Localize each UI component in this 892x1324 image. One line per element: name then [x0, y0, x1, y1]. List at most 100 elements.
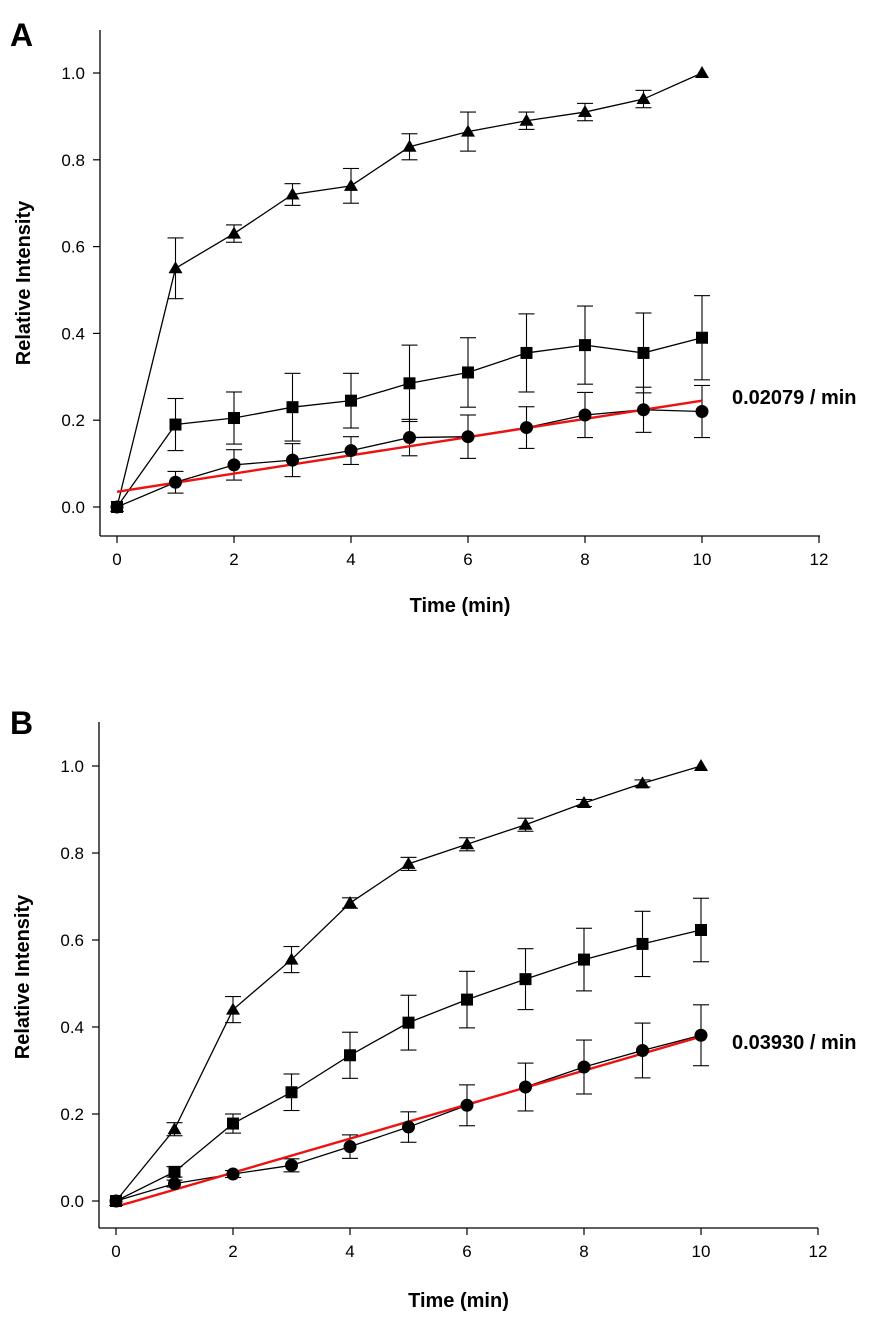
point-square: [168, 1165, 181, 1178]
point-circle: [636, 1043, 649, 1057]
x-tick-label: 4: [346, 550, 355, 569]
point-circle: [461, 430, 475, 444]
point-circle: [109, 1194, 123, 1208]
point-triangle: [285, 187, 300, 200]
point-circle: [169, 475, 182, 489]
point-square: [403, 377, 416, 390]
point-triangle: [578, 105, 592, 118]
point-circle: [344, 444, 358, 458]
point-square: [520, 346, 533, 359]
y-tick-label: 0.0: [61, 498, 85, 517]
point-square: [402, 1016, 415, 1029]
x-tick-label: 8: [579, 1242, 588, 1261]
point-triangle: [227, 226, 241, 239]
x-tick-label: 12: [809, 1242, 828, 1261]
point-circle: [637, 403, 650, 417]
point-triangle: [636, 92, 651, 105]
x-axis-title: Time (min): [410, 595, 511, 617]
x-axis-title: Time (min): [408, 1290, 509, 1312]
point-triangle: [226, 1002, 240, 1015]
panel-letter: B: [10, 705, 33, 741]
y-tick-label: 0.2: [61, 411, 85, 430]
y-tick-label: 0.8: [60, 844, 84, 863]
point-square: [579, 339, 591, 352]
rate-annotation: 0.03930 / min: [732, 1032, 857, 1054]
series-square: [115, 897, 709, 1202]
point-triangle: [343, 896, 357, 909]
y-tick-label: 0.0: [60, 1192, 84, 1211]
point-square: [344, 1049, 356, 1062]
point-square: [695, 923, 707, 936]
point-square: [578, 953, 590, 966]
point-circle: [168, 1177, 181, 1191]
point-circle: [578, 408, 592, 422]
point-square: [169, 418, 182, 431]
point-triangle: [168, 261, 183, 274]
point-triangle: [344, 178, 358, 191]
point-square: [345, 394, 357, 407]
point-circle: [403, 431, 416, 445]
point-circle: [110, 500, 124, 514]
point-circle: [519, 1080, 532, 1094]
point-circle: [577, 1060, 591, 1074]
point-triangle: [461, 124, 475, 137]
chart-a: A 0 2 4 6 8 10 12 0.0 0.2 0.4 0.6 0.8 1.0 Time (min) Re…: [10, 17, 857, 617]
point-circle: [694, 1028, 708, 1042]
point-circle: [343, 1140, 357, 1154]
point-square: [696, 331, 708, 344]
series-square: [116, 295, 710, 508]
panel-a: A 0 2 4 6 8 10 12 0.0 0.2 0.4 0.6 0.8 1.0 Time (min) Re…: [10, 17, 857, 617]
x-tick-label: 12: [810, 550, 829, 569]
y-tick-label: 0.4: [60, 1018, 84, 1037]
point-triangle: [695, 66, 709, 78]
point-square: [227, 1117, 239, 1130]
point-circle: [402, 1120, 415, 1134]
chart-b: B 0 2 4 6 8 10 12 0.0 0.2 0.4 0.6 0.8 1.0 Time (min) Re…: [10, 705, 857, 1312]
point-circle: [460, 1098, 474, 1112]
series-line: [115, 929, 702, 1202]
rate-annotation: 0.02079 / min: [732, 387, 857, 409]
point-triangle: [519, 113, 534, 126]
y-axis-title: Relative Intensity: [13, 200, 35, 365]
point-triangle: [402, 139, 417, 152]
point-circle: [285, 1158, 298, 1172]
point-triangle: [635, 776, 650, 789]
point-circle: [227, 458, 241, 472]
point-circle: [695, 405, 709, 419]
series-circle: [115, 1004, 709, 1202]
point-circle: [520, 421, 533, 435]
point-square: [637, 346, 650, 359]
y-tick-label: 0.6: [60, 931, 84, 950]
fit-line: [116, 399, 703, 493]
point-square: [285, 1086, 298, 1099]
y-axis-title: Relative Intensity: [12, 894, 34, 1059]
x-tick-label: 2: [229, 550, 238, 569]
x-tick-label: 0: [111, 1242, 120, 1261]
y-tick-label: 0.4: [61, 324, 85, 343]
x-tick-label: 10: [692, 1242, 711, 1261]
y-tick-label: 0.2: [60, 1105, 84, 1124]
point-square: [519, 973, 532, 986]
x-tick-label: 0: [112, 550, 121, 569]
x-tick-label: 6: [463, 550, 472, 569]
y-tick-label: 0.6: [61, 238, 85, 257]
point-triangle: [518, 817, 533, 830]
point-circle: [286, 453, 299, 467]
x-tick-label: 2: [228, 1242, 237, 1261]
x-tick-label: 10: [693, 550, 712, 569]
point-triangle: [460, 837, 474, 850]
point-triangle: [284, 952, 299, 965]
point-square: [636, 937, 649, 950]
y-tick-label: 1.0: [60, 757, 84, 776]
point-square: [461, 993, 473, 1006]
point-circle: [226, 1167, 240, 1181]
point-square: [462, 366, 474, 379]
point-square: [286, 401, 299, 414]
panel-b: B 0 2 4 6 8 10 12 0.0 0.2 0.4 0.6 0.8 1.0 Time (min) Re…: [0, 662, 892, 1324]
y-tick-label: 1.0: [61, 64, 85, 83]
x-tick-label: 8: [580, 550, 589, 569]
point-triangle: [577, 795, 591, 808]
point-triangle: [167, 1122, 182, 1135]
point-square: [228, 412, 240, 425]
point-triangle: [694, 759, 708, 771]
